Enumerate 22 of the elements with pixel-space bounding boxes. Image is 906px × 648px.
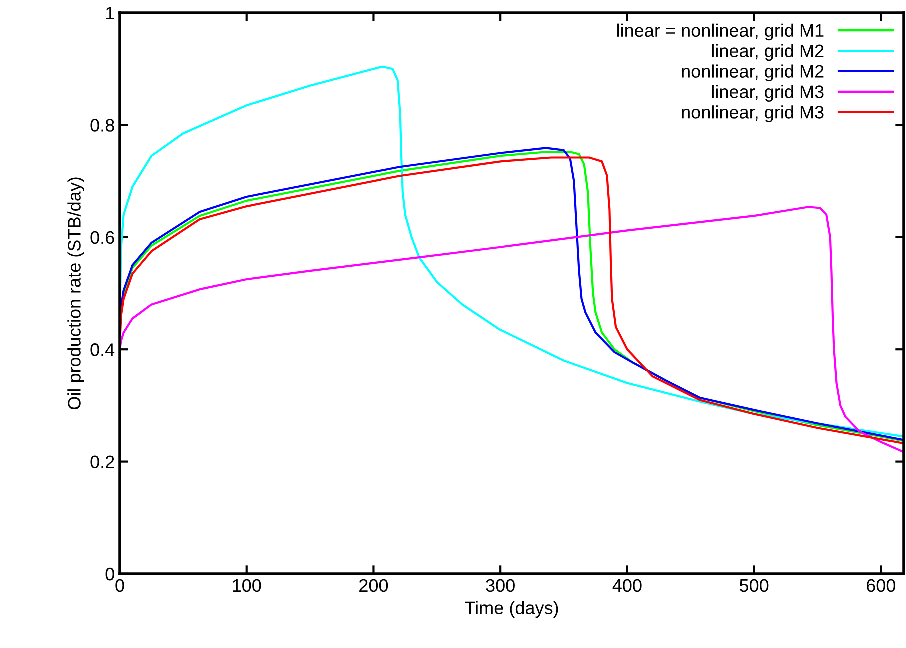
y-tick-label: 0.6 — [90, 231, 114, 244]
x-tick-label: 600 — [867, 579, 896, 592]
x-tick-label: 0 — [116, 579, 124, 592]
x-tick-label: 500 — [740, 579, 769, 592]
y-tick-label: 0.4 — [90, 344, 115, 356]
line-series — [120, 66, 904, 438]
legend-label: linear, grid M3 — [712, 85, 824, 102]
line-series — [120, 206, 904, 453]
y-tick-label: 0.8 — [90, 119, 114, 132]
y-tick-label: 0.2 — [90, 456, 114, 469]
legend-label: linear = nonlinear, grid M1 — [618, 24, 824, 41]
x-axis-title: Time (days) — [465, 601, 558, 618]
y-axis-title: Oil production rate (STB/day) — [68, 178, 84, 410]
y-tick-label: 1 — [106, 7, 114, 20]
legend-label: linear, grid M2 — [712, 44, 824, 62]
y-tick-label: 0 — [106, 568, 114, 581]
x-tick-label: 400 — [612, 579, 642, 592]
x-tick-label: 300 — [486, 579, 515, 592]
legend-label: nonlinear, grid M2 — [682, 64, 824, 82]
legend-label: nonlinear, grid M3 — [682, 106, 824, 122]
x-tick-label: 200 — [360, 579, 388, 592]
x-tick-label: 100 — [233, 579, 262, 592]
